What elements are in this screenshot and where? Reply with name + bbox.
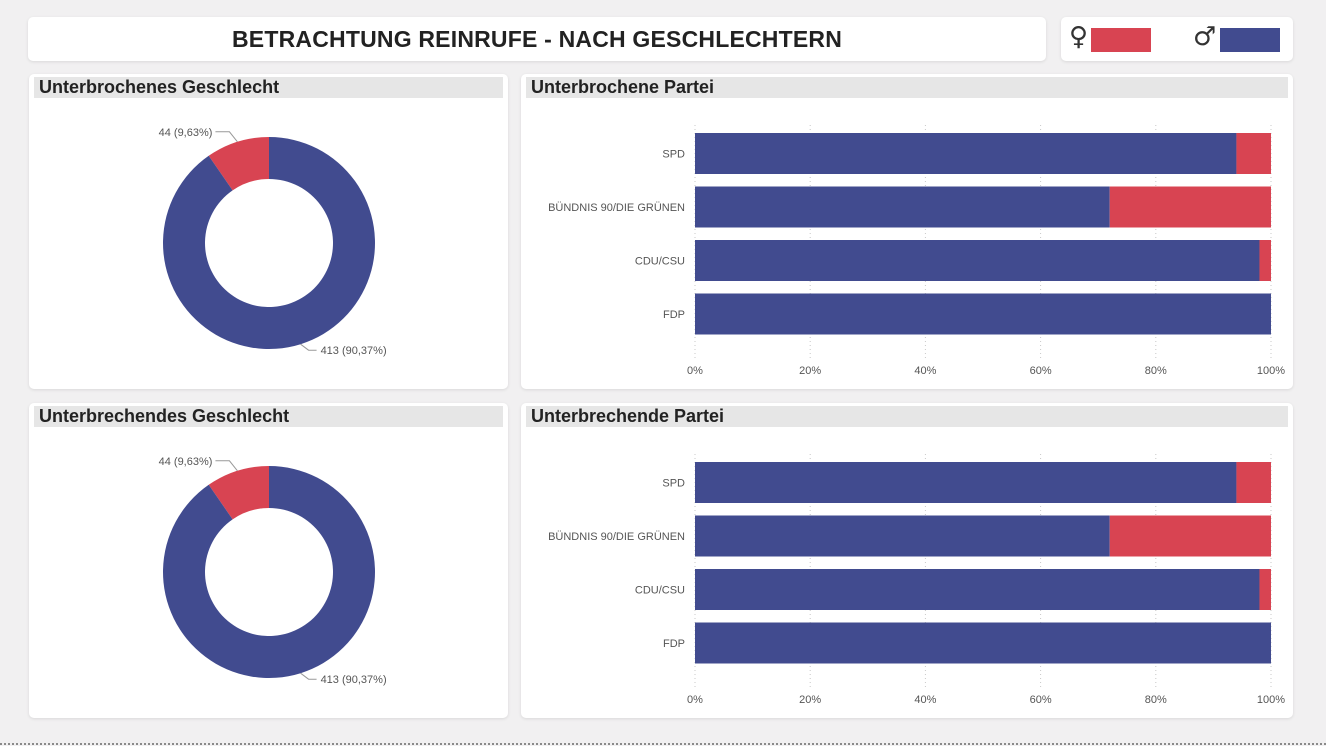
donut-card-bottom: Unterbrechendes Geschlecht 44 (9,63%) 413… [29, 403, 508, 718]
x-tick-label: 0% [687, 694, 703, 706]
bar-card-top: Unterbrochene Partei 0% 20% 40% 60% 80% 100% S… [521, 74, 1293, 389]
category-label: CDU/CSU [635, 585, 685, 597]
bar-male [695, 622, 1271, 664]
x-tick-label: 20% [799, 365, 821, 377]
x-tick-label: 20% [799, 694, 821, 706]
category-label: BÜNDNIS 90/DIE GRÜNEN [548, 531, 685, 543]
x-tick-label: 100% [1257, 694, 1285, 706]
donut-chart-interrupted-gender: 44 (9,63%) 413 (90,37%) [159, 127, 387, 357]
x-tick-label: 40% [914, 365, 936, 377]
bar-card-bottom: Unterbrechende Partei 0% 20% 40% 60% 80% 100%… [521, 403, 1293, 718]
female-symbol-icon: ♀ [1069, 22, 1089, 52]
leader-line-female [215, 131, 238, 143]
bar-female [1109, 186, 1271, 228]
bar-male [695, 515, 1110, 557]
female-legend-swatch [1091, 28, 1151, 52]
x-tick-label: 40% [914, 694, 936, 706]
bar-chart-interrupted-party: 0% 20% 40% 60% 80% 100% SPD BÜNDNIS 90/DIE GRÜN… [548, 125, 1285, 377]
bar-female [1259, 569, 1271, 610]
bar-female [1109, 515, 1271, 557]
leader-line-female [215, 460, 238, 472]
bar-male [695, 133, 1237, 174]
leader-line-male [300, 343, 317, 351]
category-label: CDU/CSU [635, 256, 685, 268]
bar-female [1236, 462, 1271, 503]
x-tick-label: 60% [1030, 694, 1052, 706]
donut-slice-male [163, 137, 375, 349]
data-label-female: 44 (9,63%) [159, 456, 213, 468]
bar-chart-interrupting-party: 0% 20% 40% 60% 80% 100% SPD BÜNDNIS 90/DIE GRÜN… [548, 454, 1285, 706]
panel-title: Unterbrochenes Geschlecht [34, 77, 503, 98]
data-label-female: 44 (9,63%) [159, 127, 213, 139]
panel-title: Unterbrochene Partei [526, 77, 1288, 98]
bar-male [695, 569, 1260, 610]
donut-chart-interrupting-gender: 44 (9,63%) 413 (90,37%) [159, 456, 387, 686]
bar-female [1236, 133, 1271, 174]
donut-slice-male [163, 466, 375, 678]
bar-male [695, 293, 1271, 335]
page-title: BETRACHTUNG REINRUFE - NACH GESCHLECHTER… [231, 25, 843, 52]
male-legend-swatch [1220, 28, 1280, 52]
donut-card-top: Unterbrochenes Geschlecht 44 (9,63%) 413 … [29, 74, 508, 389]
x-tick-label: 100% [1257, 365, 1285, 377]
bar-male [695, 186, 1110, 228]
category-label: SPD [662, 149, 685, 161]
gender-legend: ♀ ♂ [1061, 17, 1293, 61]
bottom-divider [0, 743, 1326, 745]
title-card: BETRACHTUNG REINRUFE - NACH GESCHLECHTER… [28, 17, 1046, 61]
bar-male [695, 462, 1237, 503]
data-label-male: 413 (90,37%) [321, 345, 387, 357]
category-label: SPD [662, 478, 685, 490]
x-tick-label: 80% [1145, 365, 1167, 377]
x-tick-label: 80% [1145, 694, 1167, 706]
category-label: FDP [663, 309, 685, 321]
data-label-male: 413 (90,37%) [321, 674, 387, 686]
donut-slice-female [208, 466, 269, 520]
bar-male [695, 240, 1260, 281]
donut-slice-female [208, 137, 269, 191]
male-symbol-icon: ♂ [1193, 22, 1217, 52]
x-tick-label: 60% [1030, 365, 1052, 377]
leader-line-male [300, 672, 317, 680]
category-label: BÜNDNIS 90/DIE GRÜNEN [548, 202, 685, 214]
category-label: FDP [663, 638, 685, 650]
x-tick-label: 0% [687, 365, 703, 377]
panel-title: Unterbrechendes Geschlecht [34, 406, 503, 427]
bar-female [1259, 240, 1271, 281]
panel-title: Unterbrechende Partei [526, 406, 1288, 427]
